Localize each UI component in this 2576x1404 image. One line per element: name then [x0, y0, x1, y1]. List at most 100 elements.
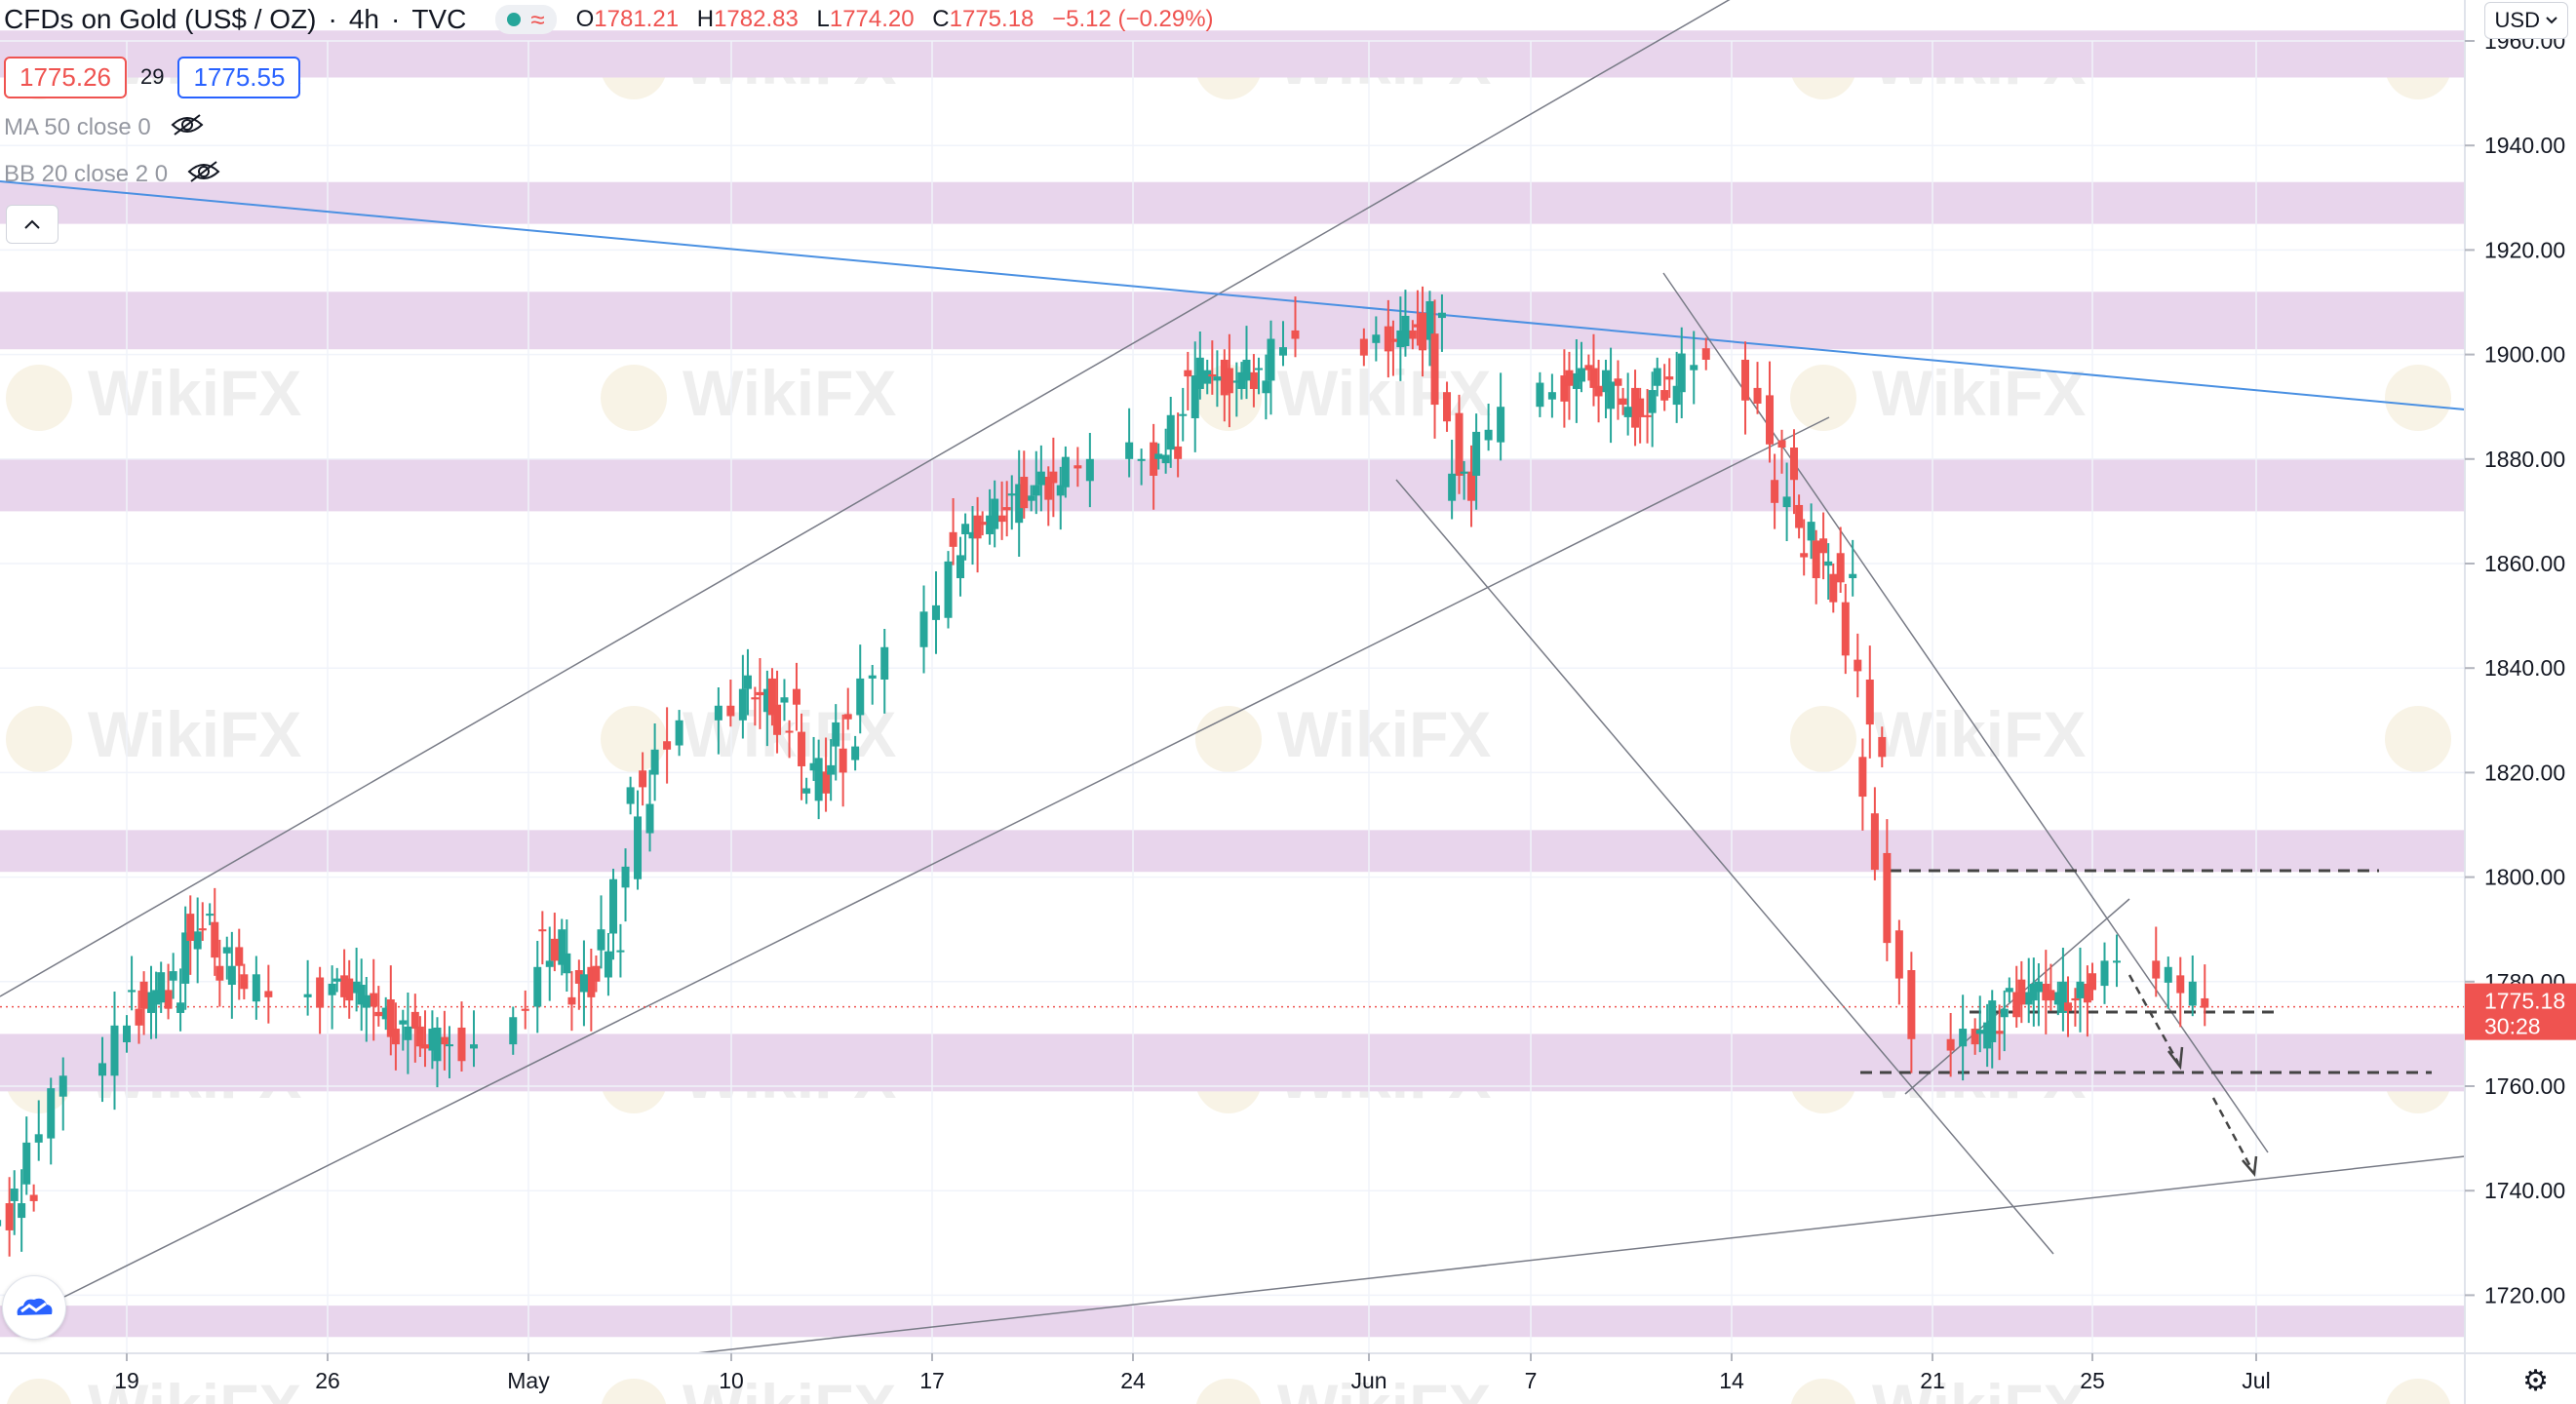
candle-body	[235, 947, 244, 966]
candle-body	[1795, 504, 1804, 528]
candle-body	[1455, 412, 1464, 476]
candle-body	[123, 1025, 131, 1042]
candle-body	[328, 983, 336, 995]
candle-body	[252, 974, 260, 1002]
watermark-text: WikiFX	[1872, 1371, 2086, 1404]
candle-body	[773, 704, 782, 735]
candle-body	[1849, 573, 1857, 579]
candle-body	[1870, 813, 1879, 871]
candle-body	[1232, 380, 1241, 383]
candle-body	[1565, 370, 1574, 386]
source-label: TVC	[411, 4, 467, 34]
settings-gear-icon[interactable]: ⚙	[2522, 1365, 2549, 1397]
candle-body	[303, 994, 312, 997]
candle-body	[538, 929, 547, 932]
candle-body	[152, 990, 161, 1005]
candle-body	[1203, 370, 1212, 384]
eye-hidden-icon[interactable]	[187, 160, 220, 189]
sell-button[interactable]: 1775.26	[4, 56, 127, 98]
candle-body	[1027, 495, 1035, 501]
candle-body	[1660, 390, 1669, 401]
candle-body	[558, 929, 566, 965]
candle-body	[2113, 960, 2121, 963]
indicator-ma[interactable]: MA 50 close 0	[4, 113, 204, 142]
watermark-logo-icon	[1790, 1379, 1856, 1404]
candle-body	[420, 1044, 429, 1049]
time-tick-label: 17	[919, 1368, 945, 1393]
candle-body	[1166, 414, 1175, 450]
candle-body	[1636, 398, 1645, 417]
candle-body	[1946, 1038, 1955, 1051]
candle-body	[1460, 471, 1468, 474]
candle-body	[1220, 359, 1229, 396]
symbol-name[interactable]: CFDs on Gold (US$ / OZ)	[4, 4, 317, 34]
ohlc-high-label: H	[696, 6, 715, 32]
candle-body	[1413, 324, 1422, 328]
candle-body	[814, 758, 823, 801]
price-tick-label: 1800.00	[2484, 865, 2565, 890]
candle-body	[206, 914, 215, 916]
buy-button[interactable]: 1775.55	[177, 56, 301, 98]
trend-drawings	[0, 0, 2466, 1354]
interval-label[interactable]: 4h	[348, 4, 379, 34]
watermark-logo-icon	[601, 1379, 667, 1404]
candle-body	[2047, 990, 2055, 1001]
ohlc-high-value: 1782.83	[714, 6, 799, 32]
time-axis: 19 26 May 10 17 24 Jun 7 14 21 25 Jul	[0, 1352, 2576, 1393]
price-zone	[0, 1306, 2465, 1338]
candle-body	[1443, 392, 1452, 422]
currency-selector[interactable]: USD	[2483, 2, 2568, 39]
candle-body	[1807, 522, 1815, 541]
countdown-label: 30:28	[2484, 1014, 2541, 1039]
tradingview-logo[interactable]	[2, 1275, 66, 1340]
candle-body	[919, 611, 928, 647]
price-tick-label: 1720.00	[2484, 1282, 2565, 1307]
price-zone	[0, 458, 2465, 512]
watermark-logo-icon	[6, 1379, 72, 1404]
candle-body	[1753, 387, 1762, 404]
candle-body	[1430, 333, 1439, 406]
indicator-bb[interactable]: BB 20 close 2 0	[4, 160, 220, 189]
time-tick-label: Jul	[2242, 1368, 2270, 1393]
candle-body	[785, 730, 794, 733]
candle-body	[227, 965, 236, 986]
watermark-text: WikiFX	[88, 698, 301, 770]
candle-body	[714, 705, 722, 721]
candle-body	[1771, 480, 1779, 503]
collapse-legend-button[interactable]	[6, 205, 59, 244]
price-zone	[0, 1034, 2465, 1092]
channel-upper-line	[0, 0, 1731, 997]
ohlc-values: O1781.21 H1782.83 L1774.20 C1775.18 −5.1…	[576, 6, 1226, 33]
candle-body	[1161, 454, 1170, 464]
candle-body	[47, 1088, 56, 1139]
candle-body	[370, 993, 378, 1007]
candle-body	[2053, 992, 2062, 1005]
price-zone	[0, 30, 2465, 78]
candle-body	[2029, 983, 2038, 1001]
price-zone	[0, 181, 2465, 224]
market-status-pill[interactable]: ≈	[495, 5, 557, 34]
ohlc-low-value: 1774.20	[829, 6, 915, 32]
candle-body	[809, 762, 818, 771]
candle-body	[968, 531, 977, 539]
candle-body	[1607, 381, 1616, 410]
candle-body	[2188, 981, 2197, 1006]
candle-body	[1975, 1030, 1984, 1034]
candle-body	[1061, 456, 1070, 488]
price-tick-label: 1940.00	[2484, 133, 2565, 158]
candle-body	[1865, 679, 1874, 725]
eye-hidden-icon[interactable]	[171, 113, 204, 142]
candle-body	[1631, 387, 1640, 428]
candle-body	[98, 1063, 106, 1076]
watermark-logo-icon	[601, 365, 667, 431]
candle-body	[2088, 973, 2096, 991]
price-tick-label: 1820.00	[2484, 760, 2565, 785]
candle-body	[767, 678, 776, 716]
spread-value: 29	[139, 64, 165, 89]
candle-body	[1648, 390, 1657, 413]
candle-body	[1249, 371, 1258, 389]
candle-body	[410, 1011, 419, 1030]
candle-body	[399, 1020, 408, 1025]
candle-body	[579, 974, 588, 993]
